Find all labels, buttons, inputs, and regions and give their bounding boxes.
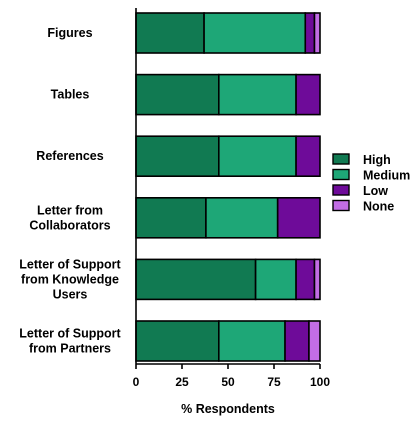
bar-segment-low-3 xyxy=(276,197,321,239)
bar-segment-none-5 xyxy=(308,320,321,362)
bar-segment-high-3 xyxy=(135,197,207,239)
bar-segment-high-2 xyxy=(135,135,220,177)
x-tick-label-4: 100 xyxy=(310,375,330,389)
bar-segment-medium-1 xyxy=(218,73,297,116)
bar-segment-none-4 xyxy=(313,258,321,301)
bar-segment-high-1 xyxy=(135,73,220,116)
bar-segment-medium-4 xyxy=(254,258,297,301)
labels-layer: Figures Tables References Letter from Collab… xyxy=(19,26,121,356)
x-tick-label-2: 50 xyxy=(221,375,235,389)
bar-segment-high-4 xyxy=(135,258,257,301)
category-label-2: References xyxy=(36,149,103,163)
legend-swatch-medium xyxy=(332,168,350,181)
legend-swatch-high xyxy=(332,153,350,165)
legend-label-none: None xyxy=(363,200,394,214)
legend-label-low: Low xyxy=(363,184,388,198)
bars-layer xyxy=(135,12,321,362)
x-axis-title: % Respondents xyxy=(181,402,275,416)
bar-segment-medium-2 xyxy=(218,135,297,177)
category-label-5: Letter of Support from Partners xyxy=(19,327,121,356)
legend-label-high: High xyxy=(363,153,391,167)
bar-segment-medium-0 xyxy=(203,12,307,54)
category-label-4: Letter of Support from Knowledge Users xyxy=(19,257,121,301)
bar-segment-high-0 xyxy=(135,12,205,54)
legend-swatch-none xyxy=(332,199,350,212)
bar-segment-medium-3 xyxy=(205,197,279,239)
category-label-3: Letter from Collaborators xyxy=(29,203,110,232)
legend-label-medium: Medium xyxy=(363,169,410,183)
bar-segment-low-2 xyxy=(295,135,321,177)
bar-segment-low-1 xyxy=(295,73,321,116)
legend-swatch-low xyxy=(332,184,350,196)
bar-segment-low-4 xyxy=(295,258,316,301)
bar-segment-medium-5 xyxy=(218,320,286,362)
x-tick-label-0: 0 xyxy=(133,375,140,389)
bar-segment-none-0 xyxy=(313,12,321,54)
bar-segment-low-0 xyxy=(304,12,316,54)
x-tick-label-1: 25 xyxy=(175,375,189,389)
bar-segment-low-5 xyxy=(284,320,310,362)
category-label-0: Figures xyxy=(47,26,92,40)
axes-layer: 0 25 50 75 100 xyxy=(133,8,330,389)
bar-segment-high-5 xyxy=(135,320,220,362)
category-label-1: Tables xyxy=(51,88,90,102)
x-tick-label-3: 75 xyxy=(267,375,281,389)
